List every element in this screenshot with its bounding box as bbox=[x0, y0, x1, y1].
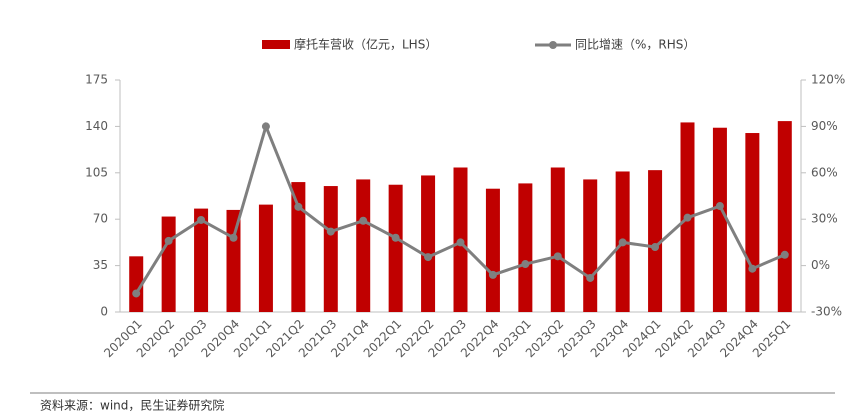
line-marker bbox=[294, 202, 303, 211]
bar bbox=[258, 204, 273, 312]
y2-tick-label: 120% bbox=[811, 73, 845, 87]
bar bbox=[291, 182, 306, 312]
y-tick-label: 140 bbox=[85, 119, 108, 133]
bar bbox=[583, 179, 598, 312]
line-marker bbox=[488, 270, 497, 279]
line-marker bbox=[261, 122, 270, 131]
bar bbox=[712, 127, 727, 313]
source-note: 资料来源：wind，民生证券研究院 bbox=[40, 398, 224, 413]
y-tick-label: 70 bbox=[93, 212, 108, 226]
y-tick-label: 105 bbox=[85, 165, 108, 179]
y2-tick-label: 0% bbox=[811, 258, 830, 272]
line-marker bbox=[683, 213, 692, 222]
y2-tick-label: 30% bbox=[811, 212, 838, 226]
line-marker bbox=[132, 289, 141, 298]
y-tick-label: 35 bbox=[93, 258, 108, 272]
line-marker bbox=[164, 236, 173, 245]
line-marker bbox=[424, 253, 433, 262]
line-marker bbox=[586, 273, 595, 282]
y2-tick-label: 60% bbox=[811, 165, 838, 179]
y-tick-label: 175 bbox=[85, 73, 108, 87]
bar bbox=[323, 186, 338, 312]
bar bbox=[777, 121, 792, 313]
y2-tick-label: 90% bbox=[811, 119, 838, 133]
bar bbox=[550, 167, 565, 312]
bar bbox=[129, 256, 144, 312]
line-marker bbox=[618, 238, 627, 247]
bar bbox=[356, 179, 371, 312]
line-marker bbox=[197, 215, 206, 224]
line-marker bbox=[326, 227, 335, 236]
line-marker bbox=[748, 264, 757, 273]
bar bbox=[518, 183, 533, 312]
bar bbox=[388, 184, 403, 312]
bar bbox=[485, 188, 500, 312]
y2-tick-label: -30% bbox=[811, 305, 842, 319]
legend-label: 摩托车营收（亿元，LHS） bbox=[294, 37, 437, 52]
bar bbox=[161, 216, 176, 312]
bar bbox=[745, 133, 760, 312]
line-marker bbox=[553, 252, 562, 261]
y-tick-label: 0 bbox=[100, 305, 108, 319]
line-marker bbox=[359, 216, 368, 225]
bar bbox=[421, 175, 436, 312]
bar bbox=[648, 170, 663, 312]
line-marker bbox=[780, 250, 789, 259]
line-marker bbox=[715, 202, 724, 211]
legend-swatch bbox=[262, 40, 290, 49]
line-marker bbox=[456, 238, 465, 247]
line-marker bbox=[391, 233, 400, 242]
legend-swatch bbox=[549, 41, 557, 49]
line-marker bbox=[229, 233, 238, 242]
line-marker bbox=[651, 243, 660, 252]
legend-label: 同比增速（%，RHS） bbox=[575, 38, 695, 52]
line-marker bbox=[521, 260, 530, 269]
bar bbox=[194, 208, 209, 312]
